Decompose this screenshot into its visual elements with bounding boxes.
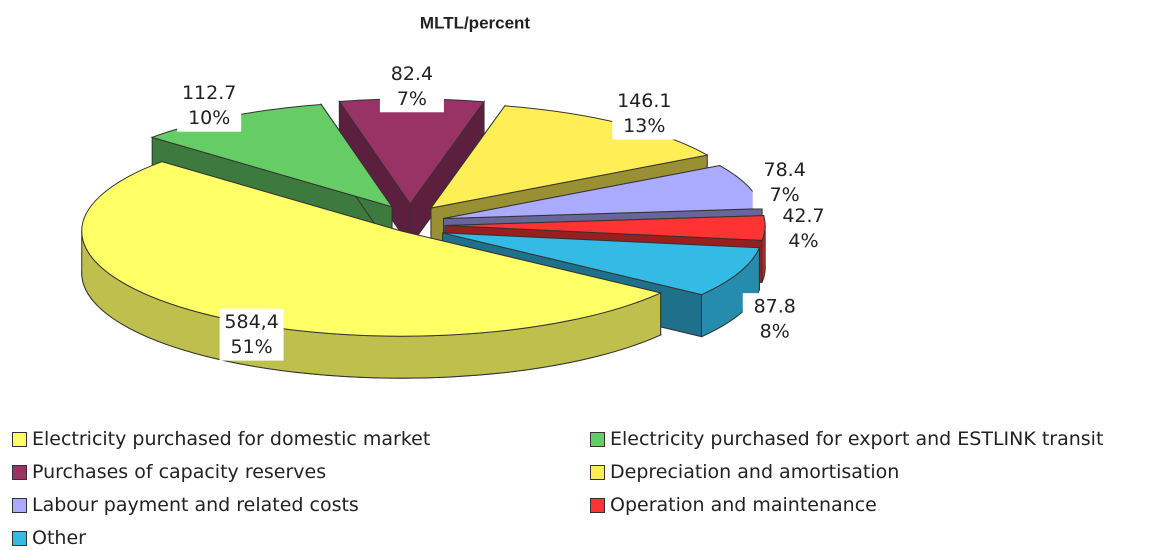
legend-item: Electricity purchased for domestic marke… [12, 428, 430, 450]
legend-swatch [590, 431, 605, 447]
slice [445, 215, 766, 241]
legend-item: Purchases of capacity reserves [12, 461, 326, 483]
legend-label: Labour payment and related costs [32, 494, 359, 516]
value-label: 78.4 [763, 159, 805, 181]
percent-label: 8% [760, 321, 790, 343]
label-box [612, 87, 677, 140]
legend-label: Operation and maintenance [610, 494, 877, 516]
legend-swatch [12, 431, 27, 447]
label-box [742, 293, 807, 346]
slice [81, 161, 663, 337]
label-box [752, 156, 817, 209]
percent-label: 7% [770, 184, 800, 206]
legend-item: Labour payment and related costs [12, 494, 359, 516]
legend-item: Operation and maintenance [590, 494, 877, 516]
legend-label: Electricity purchased for export and EST… [610, 428, 1104, 450]
legend-item: Other [12, 527, 86, 549]
pie-chart: MLTL/percent 584,4 51% 112.7 10% 82.4 7% 146.1… [81, 13, 836, 379]
value-label: 112.7 [182, 82, 236, 104]
value-label: 146.1 [617, 90, 671, 112]
percent-label: 13% [623, 115, 665, 137]
value-label: 82.4 [391, 63, 433, 85]
legend-label: Depreciation and amortisation [610, 461, 900, 483]
percent-label: 7% [397, 88, 427, 110]
label-box [177, 79, 242, 132]
legend-swatch [12, 530, 27, 546]
legend-swatch [12, 497, 27, 513]
legend-label: Other [32, 527, 86, 549]
chart-title: MLTL/percent [420, 13, 531, 32]
label-box [771, 202, 836, 255]
slice [442, 232, 761, 296]
legend-label: Purchases of capacity reserves [32, 461, 327, 483]
label-box [219, 308, 284, 361]
percent-label: 51% [230, 336, 272, 358]
legend-item: Electricity purchased for export and EST… [590, 428, 1103, 450]
legend-swatch [590, 497, 605, 513]
value-label: 42.7 [782, 205, 824, 227]
percent-label: 4% [788, 230, 818, 252]
legend-label: Electricity purchased for domestic marke… [32, 428, 431, 450]
value-label: 584,4 [224, 311, 278, 333]
percent-label: 10% [188, 107, 230, 129]
legend-swatch [590, 464, 605, 480]
legend-swatch [12, 464, 27, 480]
label-box [379, 60, 444, 113]
legend-item: Depreciation and amortisation [590, 461, 899, 483]
value-label: 87.8 [754, 296, 796, 318]
